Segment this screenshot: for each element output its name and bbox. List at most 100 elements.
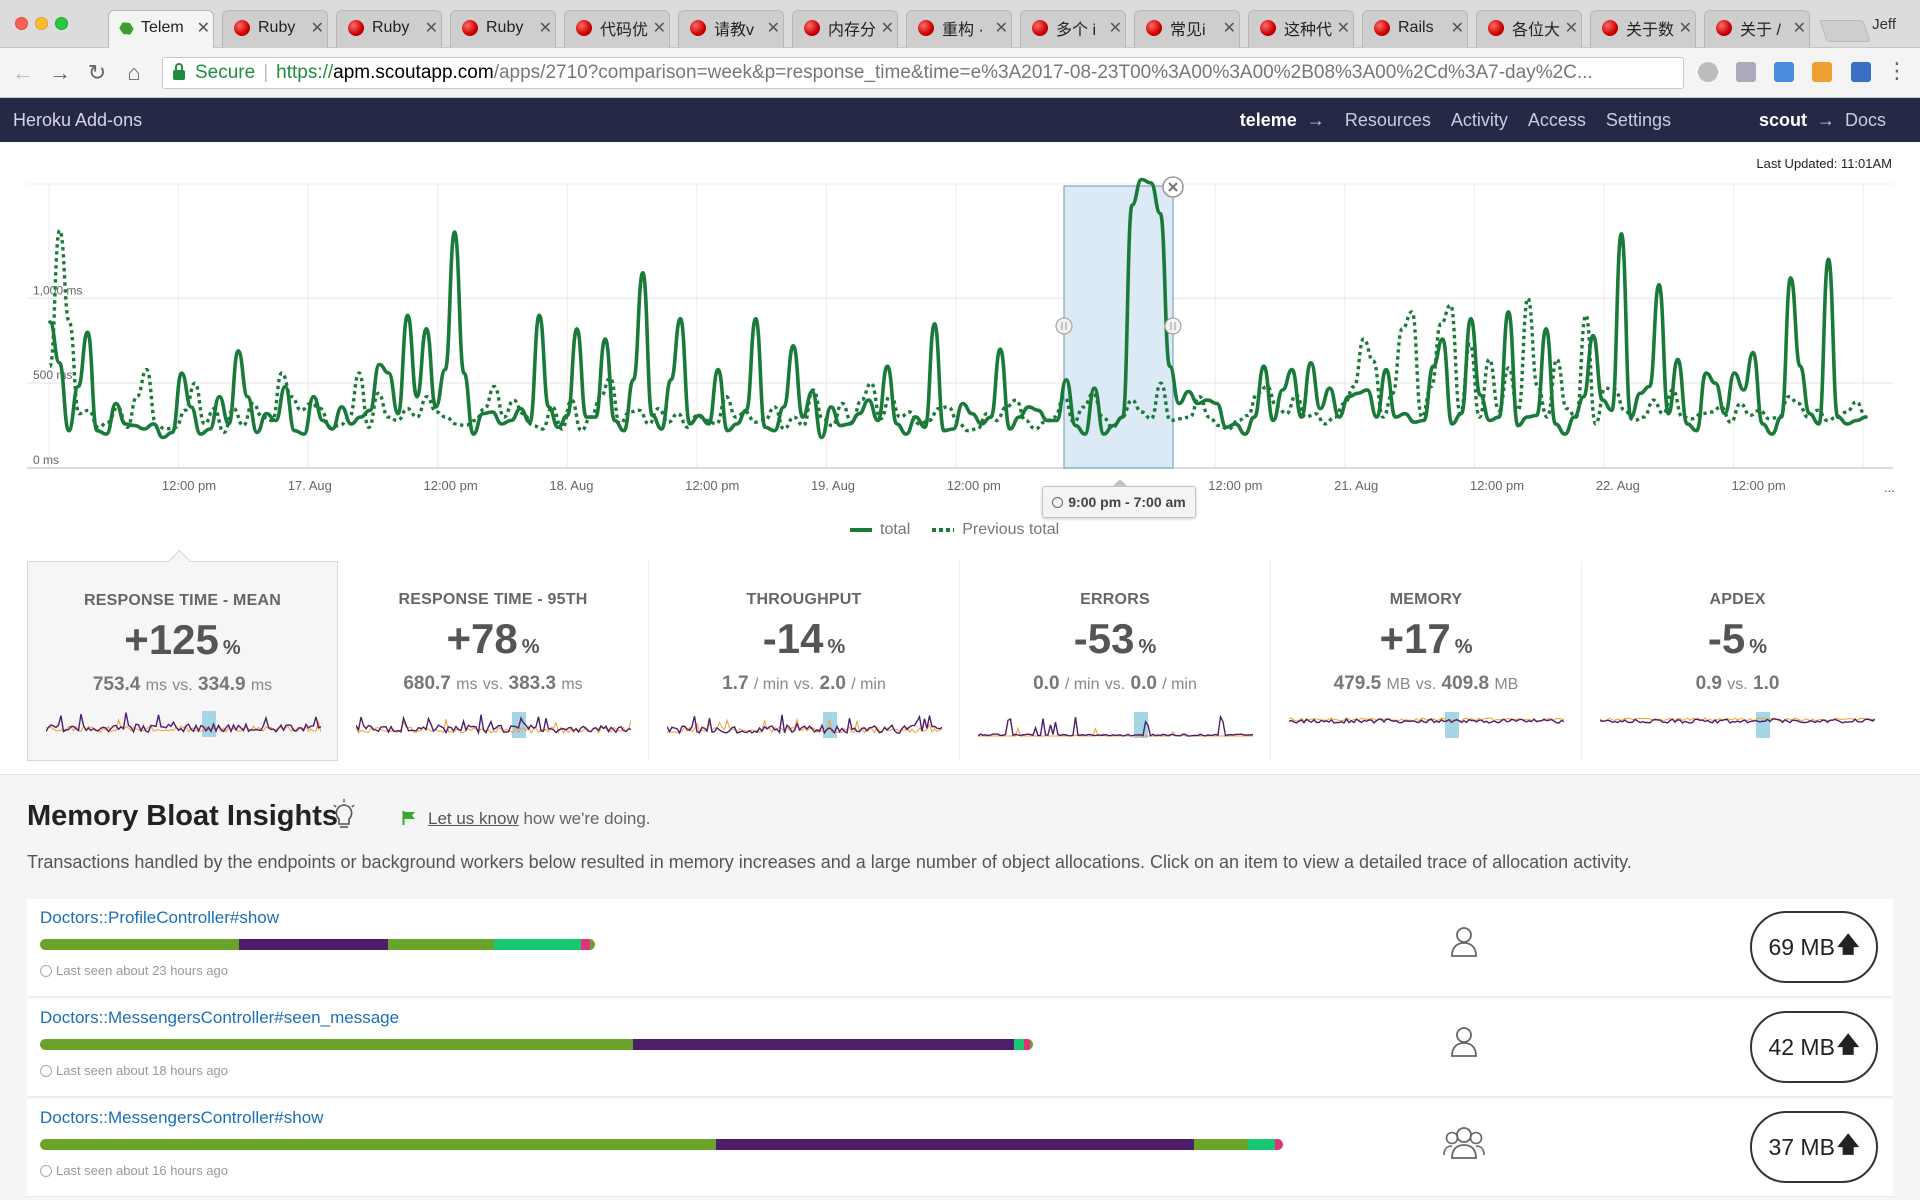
legend-total[interactable]: total bbox=[850, 521, 910, 539]
heroku-addons-link[interactable]: Heroku Add-ons bbox=[13, 110, 143, 130]
memory-increase-badge[interactable]: 42 MB 🡅 bbox=[1750, 1011, 1878, 1083]
sparkline-current bbox=[667, 714, 942, 735]
back-arrow-icon[interactable]: ← bbox=[12, 60, 34, 85]
metric-card[interactable]: ERRORS -53% 0.0 / min vs. 0.0 / min bbox=[960, 561, 1271, 761]
metric-vs: vs. bbox=[482, 676, 504, 693]
last-seen: Last seen about 16 hours ago bbox=[40, 1163, 228, 1178]
insight-row[interactable]: Doctors::ProfileController#show Last seen… bbox=[27, 899, 1893, 997]
browser-tab[interactable]: 各位大 ✕ bbox=[1472, 8, 1586, 48]
metric-card[interactable]: RESPONSE TIME - 95TH +78% 680.7 ms vs. 383… bbox=[338, 561, 649, 761]
tab-close-icon[interactable]: ✕ bbox=[1792, 20, 1806, 37]
endpoint-link[interactable]: Doctors::ProfileController#show bbox=[40, 908, 280, 927]
metric-card[interactable]: MEMORY +17% 479.5 MB vs. 409.8 MB bbox=[1271, 561, 1582, 761]
tab-close-icon[interactable]: ✕ bbox=[994, 20, 1008, 37]
browser-tab[interactable]: 关于 / ✕ bbox=[1700, 8, 1814, 48]
metric-unit: MB bbox=[1494, 676, 1519, 693]
nav-resources[interactable]: Resources bbox=[1344, 110, 1431, 130]
tab-close-icon[interactable]: ✕ bbox=[1450, 20, 1464, 37]
maximize-window-icon[interactable] bbox=[55, 17, 68, 30]
nav-settings[interactable]: Settings bbox=[1605, 110, 1671, 130]
browser-tab[interactable]: Ruby ✕ bbox=[446, 8, 560, 48]
browser-tab[interactable]: 内存分 ✕ bbox=[788, 8, 902, 48]
nav-access[interactable]: Access bbox=[1527, 110, 1586, 130]
metric-card[interactable]: APDEX -5% 0.9 vs. 1.0 bbox=[1582, 561, 1893, 761]
metric-previous: 0.0 bbox=[1130, 673, 1157, 694]
home-icon[interactable]: ⌂ bbox=[127, 60, 141, 85]
memory-increase-badge[interactable]: 69 MB 🡅 bbox=[1750, 911, 1878, 983]
x-axis-label: 17. Aug bbox=[288, 478, 332, 493]
metric-percent-sign: % bbox=[521, 636, 540, 658]
forward-arrow-icon[interactable]: → bbox=[49, 60, 71, 85]
tab-close-icon[interactable]: ✕ bbox=[652, 20, 666, 37]
extension-code-icon[interactable] bbox=[1736, 62, 1756, 82]
tab-close-icon[interactable]: ✕ bbox=[1564, 20, 1578, 37]
browser-tab[interactable]: Rails ✕ bbox=[1358, 8, 1472, 48]
metric-title: APDEX bbox=[1709, 591, 1766, 608]
clock-icon bbox=[40, 1164, 52, 1177]
browser-tab[interactable]: Ruby ✕ bbox=[218, 8, 332, 48]
minimize-window-icon[interactable] bbox=[35, 17, 48, 30]
close-window-icon[interactable] bbox=[15, 17, 28, 30]
browser-tab[interactable]: 重构 · ✕ bbox=[902, 8, 1016, 48]
metric-card[interactable]: THROUGHPUT -14% 1.7 / min vs. 2.0 / min bbox=[649, 561, 960, 761]
browser-tab[interactable]: 这种代 ✕ bbox=[1244, 8, 1358, 48]
metric-card[interactable]: RESPONSE TIME - MEAN +125% 753.4 ms vs. 33… bbox=[27, 561, 338, 761]
tab-title: Ruby bbox=[372, 19, 410, 36]
browser-tab[interactable]: Telem ✕ bbox=[104, 8, 218, 48]
insight-row[interactable]: Doctors::MessengersController#seen_messa… bbox=[27, 999, 1893, 1097]
metric-change-value: +125 bbox=[124, 616, 219, 663]
extension-gear-icon[interactable] bbox=[1698, 62, 1718, 82]
nav-activity[interactable]: Activity bbox=[1450, 110, 1508, 130]
tab-close-icon[interactable]: ✕ bbox=[310, 20, 324, 37]
new-tab-button[interactable] bbox=[1818, 20, 1872, 42]
tab-close-icon[interactable]: ✕ bbox=[766, 20, 780, 37]
browser-tab[interactable]: 请教v ✕ bbox=[674, 8, 788, 48]
tab-close-icon[interactable]: ✕ bbox=[1222, 20, 1236, 37]
let-us-know-link[interactable]: Let us know bbox=[428, 809, 519, 828]
bar-segment bbox=[1247, 1139, 1276, 1150]
extension-wrench-icon[interactable] bbox=[1851, 62, 1871, 82]
tab-title: Ruby bbox=[258, 19, 296, 36]
ruby-china-favicon-icon bbox=[348, 20, 364, 36]
tab-close-icon[interactable]: ✕ bbox=[1336, 20, 1350, 37]
extension-orange-icon[interactable] bbox=[1812, 62, 1832, 82]
tab-close-icon[interactable]: ✕ bbox=[424, 20, 438, 37]
metric-sparkline bbox=[46, 711, 321, 737]
address-bar[interactable]: Secure | https:// apm.scoutapp.com /apps… bbox=[162, 57, 1684, 89]
x-axis-label: 21. Aug bbox=[1334, 478, 1378, 493]
tab-close-icon[interactable]: ✕ bbox=[196, 20, 210, 37]
browser-tab[interactable]: Ruby ✕ bbox=[332, 8, 446, 48]
selection-handle[interactable] bbox=[1055, 317, 1073, 335]
tab-close-icon[interactable]: ✕ bbox=[1108, 20, 1122, 37]
addon-name-link[interactable]: scout bbox=[1758, 110, 1807, 130]
endpoint-link[interactable]: Doctors::MessengersController#show bbox=[40, 1108, 324, 1127]
metric-current: 753.4 bbox=[92, 674, 141, 695]
x-axis-label: 12:00 pm bbox=[947, 478, 1001, 493]
metric-previous: 1.0 bbox=[1753, 673, 1780, 694]
browser-tab[interactable]: 常见i ✕ bbox=[1130, 8, 1244, 48]
selection-handle[interactable] bbox=[1164, 317, 1182, 335]
docs-link[interactable]: Docs bbox=[1844, 110, 1886, 130]
reload-icon[interactable]: ↻ bbox=[87, 60, 107, 85]
legend-previous-label: Previous total bbox=[962, 521, 1060, 538]
bar-segment bbox=[239, 939, 389, 950]
browser-menu-icon[interactable]: ⋮ bbox=[1886, 58, 1908, 83]
response-time-chart[interactable]: 1,000 ms 500 ms 0 ms 12:00 pm 17. Aug 12:00 p… bbox=[0, 170, 1920, 550]
extension-blue-icon[interactable] bbox=[1774, 62, 1794, 82]
metric-change: +78% bbox=[338, 617, 648, 669]
sparkline-current bbox=[1600, 718, 1875, 724]
tab-close-icon[interactable]: ✕ bbox=[1678, 20, 1692, 37]
metric-sparkline bbox=[667, 712, 942, 738]
tab-close-icon[interactable]: ✕ bbox=[880, 20, 894, 37]
endpoint-link[interactable]: Doctors::MessengersController#seen_messa… bbox=[40, 1008, 400, 1027]
legend-previous-total[interactable]: Previous total bbox=[932, 521, 1059, 539]
browser-tab[interactable]: 多个 i ✕ bbox=[1016, 8, 1130, 48]
browser-tab[interactable]: 关于数 ✕ bbox=[1586, 8, 1700, 48]
tab-close-icon[interactable]: ✕ bbox=[538, 20, 552, 37]
browser-tab[interactable]: 代码优 ✕ bbox=[560, 8, 674, 48]
app-name-link[interactable]: teleme bbox=[1239, 110, 1297, 130]
profile-name[interactable]: Jeff bbox=[1872, 16, 1896, 33]
memory-increase-badge[interactable]: 37 MB 🡅 bbox=[1750, 1111, 1878, 1183]
metric-comparison: 0.0 / min vs. 0.0 / min bbox=[960, 673, 1270, 695]
